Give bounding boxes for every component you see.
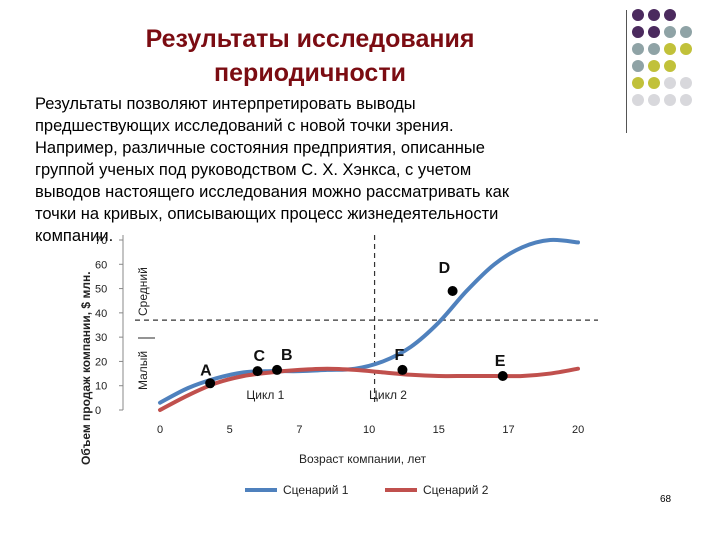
- body-line: компании.: [35, 227, 114, 245]
- decor-dot: [632, 26, 644, 38]
- decor-dot: [648, 77, 660, 89]
- body-line: Результаты позволяют интерпретировать вы…: [35, 95, 416, 113]
- decor-dot: [664, 77, 676, 89]
- point-label-f: F: [394, 347, 404, 364]
- decor-dot: [632, 77, 644, 89]
- point-marker-e: [497, 371, 508, 381]
- cycle-label-2: Цикл 2: [369, 388, 407, 402]
- point-label-c: C: [254, 348, 266, 365]
- decor-dot: [648, 9, 660, 21]
- x-axis-title: Возраст компании, лет: [299, 452, 427, 466]
- body-line: группой ученых под руководством С. Х. Хэ…: [35, 161, 472, 179]
- y-tick-label: 0: [95, 405, 101, 417]
- point-marker-d: [447, 286, 458, 296]
- y-tick-label: 30: [95, 332, 107, 344]
- title-line-2: периодичности: [214, 59, 406, 87]
- decor-dot: [680, 77, 692, 89]
- decor-dot: [664, 9, 676, 21]
- decor-dot: [680, 26, 692, 38]
- body-line: предшествующих исследований с новой точк…: [35, 117, 454, 135]
- body-line: Например, различные состояния предприяти…: [35, 139, 485, 157]
- size-label-medium: Средний: [136, 267, 150, 316]
- decor-dot: [664, 60, 676, 72]
- y-tick-label: 20: [95, 356, 107, 368]
- cycle-label-1: Цикл 1: [246, 388, 284, 402]
- x-tick-label: 7: [296, 424, 302, 436]
- x-tick-label: 0: [157, 424, 163, 436]
- decor-dot-grid: [632, 9, 712, 119]
- y-axis-title: Объем продаж компании, $ млн.: [79, 271, 93, 465]
- decor-dot: [648, 43, 660, 55]
- page-number: 68: [660, 494, 672, 505]
- series-line-scenario-1: [158, 237, 580, 405]
- point-marker-a: [205, 378, 216, 389]
- point-label-e: E: [495, 353, 506, 370]
- decor-dot: [664, 26, 676, 38]
- decor-dot: [648, 94, 660, 106]
- point-marker-c: [252, 366, 263, 377]
- decor-dot: [632, 43, 644, 55]
- x-tick-label: 15: [433, 424, 445, 436]
- point-marker-b: [272, 364, 283, 375]
- x-tick-label: 17: [502, 424, 514, 436]
- y-tick-label: 10: [95, 381, 107, 393]
- legend-label: Сценарий 1: [283, 483, 349, 497]
- decor-dot: [632, 94, 644, 106]
- x-tick-label: 20: [572, 424, 584, 436]
- decor-dot: [680, 94, 692, 106]
- decor-dot: [632, 60, 644, 72]
- title-line-1: Результаты исследования: [145, 25, 475, 53]
- y-tick-label: 50: [95, 284, 107, 296]
- decor-dot: [680, 43, 692, 55]
- decor-dot: [632, 9, 644, 21]
- point-label-b: B: [281, 347, 293, 364]
- decor-dot: [664, 43, 676, 55]
- point-label-a: A: [200, 362, 212, 379]
- y-tick-label: 70: [95, 235, 107, 247]
- body-line: выводов настоящего исследования можно ра…: [35, 183, 510, 201]
- decor-dot: [648, 26, 660, 38]
- size-label-small: Малый: [136, 351, 150, 390]
- point-label-d: D: [439, 260, 451, 277]
- decor-dot: [664, 94, 676, 106]
- series-line-scenario-2: [158, 366, 580, 412]
- decor-divider: [626, 10, 627, 133]
- body-line: точки на кривых, описывающих процесс жиз…: [35, 205, 499, 223]
- legend-label: Сценарий 2: [423, 483, 489, 497]
- y-tick-label: 40: [95, 308, 107, 320]
- slide-body: Результаты позволяют интерпретировать вы…: [35, 93, 575, 247]
- y-tick-label: 60: [95, 259, 107, 271]
- decor-dot: [648, 60, 660, 72]
- point-marker-f: [397, 364, 408, 375]
- slide-title: Результаты исследования периодичности: [60, 22, 560, 90]
- x-tick-label: 5: [227, 424, 233, 436]
- x-tick-label: 10: [363, 424, 375, 436]
